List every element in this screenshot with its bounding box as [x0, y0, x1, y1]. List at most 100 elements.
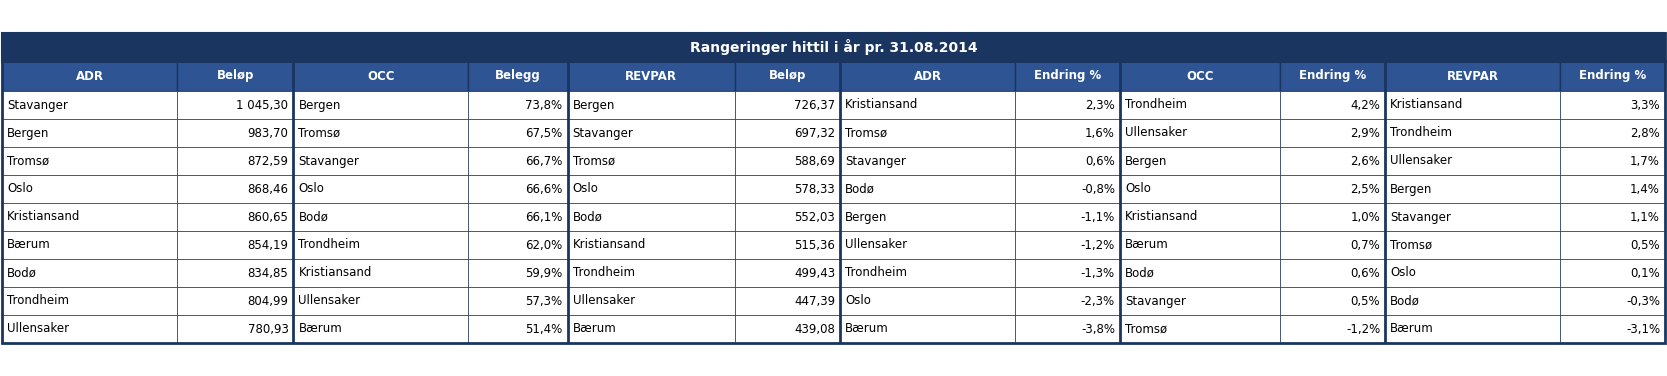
Bar — [840, 119, 1015, 147]
Text: Oslo: Oslo — [845, 294, 870, 308]
Text: OCC: OCC — [1187, 70, 1214, 82]
Text: 66,7%: 66,7% — [525, 155, 562, 167]
Text: Bærum: Bærum — [7, 238, 50, 252]
Bar — [1015, 147, 1120, 175]
Text: Stavanger: Stavanger — [1125, 294, 1185, 308]
Text: Bergen: Bergen — [7, 126, 50, 139]
Bar — [468, 315, 567, 343]
Bar — [177, 175, 293, 203]
Text: Oslo: Oslo — [572, 182, 598, 196]
Text: 872,59: 872,59 — [247, 155, 288, 167]
Bar — [1385, 203, 1560, 231]
Text: Bergen: Bergen — [1390, 182, 1432, 196]
Bar — [1120, 91, 1280, 119]
Bar — [567, 175, 735, 203]
Text: Stavanger: Stavanger — [298, 155, 360, 167]
Bar — [293, 61, 468, 91]
Bar — [1280, 259, 1385, 287]
Text: 2,3%: 2,3% — [1085, 99, 1115, 112]
Text: Stavanger: Stavanger — [7, 99, 68, 112]
Bar — [1120, 315, 1280, 343]
Bar — [1385, 147, 1560, 175]
Text: Bodø: Bodø — [572, 211, 602, 223]
Bar — [1560, 61, 1665, 91]
Bar — [177, 231, 293, 259]
Bar — [2, 287, 177, 315]
Bar — [1120, 119, 1280, 147]
Text: Kristiansand: Kristiansand — [845, 99, 919, 112]
Bar — [840, 175, 1015, 203]
Text: Beløp: Beløp — [217, 70, 253, 82]
Bar — [1120, 175, 1280, 203]
Text: Tromsø: Tromsø — [298, 126, 340, 139]
Bar — [2, 91, 177, 119]
Bar — [468, 287, 567, 315]
Text: Oslo: Oslo — [1125, 182, 1150, 196]
Text: 499,43: 499,43 — [793, 267, 835, 279]
Text: Stavanger: Stavanger — [572, 126, 633, 139]
Bar — [840, 259, 1015, 287]
Bar — [1015, 91, 1120, 119]
Text: Endring %: Endring % — [1034, 70, 1100, 82]
Bar — [1560, 231, 1665, 259]
Text: Tromsø: Tromsø — [845, 126, 887, 139]
Bar — [1280, 315, 1385, 343]
Bar — [735, 91, 840, 119]
Bar — [1280, 287, 1385, 315]
Text: Kristiansand: Kristiansand — [1390, 99, 1464, 112]
Bar — [1385, 119, 1560, 147]
Bar — [1280, 231, 1385, 259]
Bar — [1280, 203, 1385, 231]
Bar — [177, 147, 293, 175]
Text: 1,6%: 1,6% — [1085, 126, 1115, 139]
Text: Ullensaker: Ullensaker — [1125, 126, 1187, 139]
Text: Oslo: Oslo — [1390, 267, 1415, 279]
Bar — [468, 175, 567, 203]
Text: ADR: ADR — [914, 70, 942, 82]
Text: Tromsø: Tromsø — [7, 155, 48, 167]
Bar — [1015, 315, 1120, 343]
Bar — [567, 91, 735, 119]
Bar — [1280, 119, 1385, 147]
Bar — [1015, 203, 1120, 231]
Bar — [567, 231, 735, 259]
Bar — [1385, 61, 1560, 91]
Bar — [1385, 315, 1560, 343]
Bar — [735, 119, 840, 147]
Text: Kristiansand: Kristiansand — [1125, 211, 1199, 223]
Bar — [1280, 91, 1385, 119]
Bar — [1560, 175, 1665, 203]
Bar — [1385, 259, 1560, 287]
Text: Tromsø: Tromsø — [572, 155, 615, 167]
Text: Kristiansand: Kristiansand — [7, 211, 80, 223]
Text: Bergen: Bergen — [298, 99, 340, 112]
Text: Bærum: Bærum — [298, 323, 342, 335]
Text: Bergen: Bergen — [845, 211, 887, 223]
Text: Bodø: Bodø — [298, 211, 328, 223]
Bar — [1015, 259, 1120, 287]
Text: 860,65: 860,65 — [248, 211, 288, 223]
Bar — [735, 175, 840, 203]
Text: 868,46: 868,46 — [247, 182, 288, 196]
Text: Stavanger: Stavanger — [1390, 211, 1450, 223]
Bar — [177, 203, 293, 231]
Text: Kristiansand: Kristiansand — [298, 267, 372, 279]
Text: Oslo: Oslo — [298, 182, 325, 196]
Text: Trondheim: Trondheim — [572, 267, 635, 279]
Text: Ullensaker: Ullensaker — [7, 323, 68, 335]
Text: 1 045,30: 1 045,30 — [237, 99, 288, 112]
Text: -2,3%: -2,3% — [1080, 294, 1115, 308]
Bar — [1560, 203, 1665, 231]
Bar — [293, 91, 468, 119]
Bar — [468, 119, 567, 147]
Bar — [468, 91, 567, 119]
Text: 2,8%: 2,8% — [1630, 126, 1660, 139]
Bar — [1015, 119, 1120, 147]
Bar — [840, 61, 1015, 91]
Bar — [293, 119, 468, 147]
Bar — [293, 287, 468, 315]
Text: Beløp: Beløp — [768, 70, 807, 82]
Bar — [1385, 231, 1560, 259]
Bar — [1560, 287, 1665, 315]
Text: 697,32: 697,32 — [793, 126, 835, 139]
